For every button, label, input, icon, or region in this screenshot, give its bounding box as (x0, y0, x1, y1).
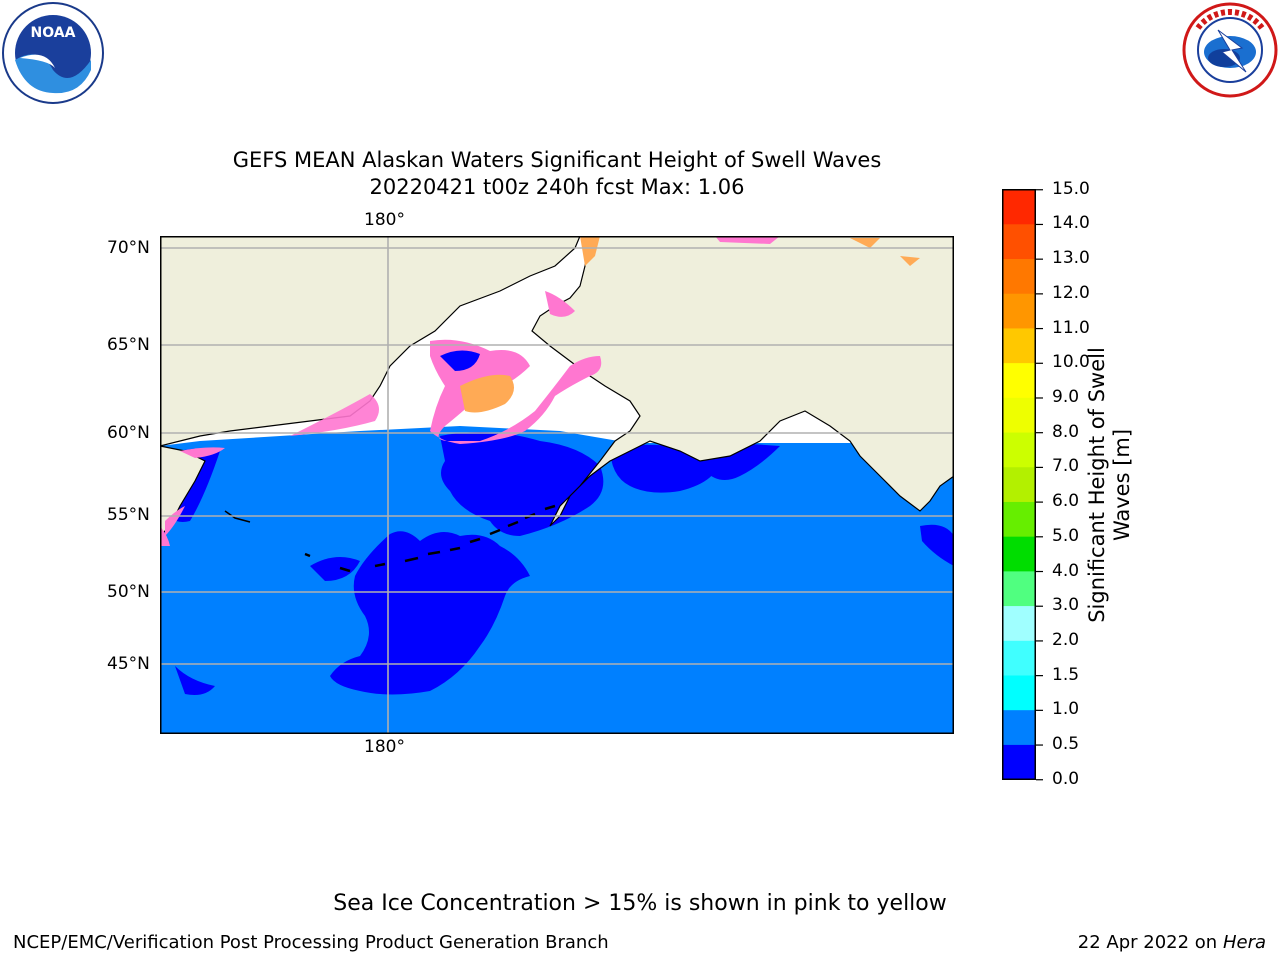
lat-label-65: 65°N (107, 335, 150, 355)
colorbar-tick-label: 3.0 (1052, 595, 1080, 616)
colorbar-bin (1002, 189, 1036, 225)
colorbar-tick-label: 7.0 (1052, 456, 1080, 477)
colorbar-bin (1002, 709, 1036, 745)
colorbar-tick-label: 14.0 (1052, 213, 1090, 234)
colorbar-bin (1002, 536, 1036, 572)
low-swell-aleutian-south (330, 531, 530, 695)
footer-right: 22 Apr 2022 on Hera (1077, 932, 1266, 953)
colorbar (1002, 189, 1036, 780)
land-alaska (531, 236, 954, 527)
colorbar-tick-label: 15.0 (1052, 178, 1090, 199)
colorbar-tick-label: 0.5 (1052, 734, 1080, 755)
colorbar-tick-label: 1.0 (1052, 699, 1080, 720)
colorbar-bin (1002, 223, 1036, 260)
colorbar-tick-label: 13.0 (1052, 248, 1090, 269)
lat-label-55: 55°N (107, 505, 150, 525)
colorbar-tick-label: 11.0 (1052, 317, 1090, 338)
nws-logo (1180, 0, 1280, 100)
sea-ice-note: Sea Ice Concentration > 15% is shown in … (333, 891, 947, 916)
lat-label-45: 45°N (107, 654, 150, 674)
lat-label-70: 70°N (107, 238, 150, 258)
colorbar-bin (1002, 293, 1036, 329)
graticule (160, 236, 954, 734)
colorbar-tick-label: 2.0 (1052, 629, 1080, 650)
map-subtitle: 20220421 t00z 240h fcst Max: 1.06 (369, 175, 745, 199)
footer-left: NCEP/EMC/Verification Post Processing Pr… (13, 932, 609, 953)
map-title: GEFS MEAN Alaskan Waters Significant Hei… (232, 148, 882, 172)
colorbar-bin (1002, 397, 1036, 433)
noaa-logo: NOAA (0, 0, 106, 106)
colorbar-label: Significant Height of Swell Waves [m] (1085, 347, 1134, 623)
swell-map (160, 236, 954, 734)
colorbar-bin (1002, 570, 1036, 607)
colorbar-bin (1002, 258, 1036, 294)
lat-label-60: 60°N (107, 423, 150, 443)
colorbar-bin (1002, 362, 1036, 398)
colorbar-tick-label: 8.0 (1052, 421, 1080, 442)
colorbar-bin (1002, 501, 1036, 537)
colorbar-tick-label: 0.0 (1052, 768, 1080, 789)
colorbar-bin (1002, 327, 1036, 364)
colorbar-bin (1002, 640, 1036, 676)
noaa-logo-text: NOAA (31, 25, 76, 41)
colorbar-tick-label: 6.0 (1052, 491, 1080, 512)
lon-label-top: 180° (364, 210, 405, 230)
colorbar-tick-label: 10.0 (1052, 352, 1090, 373)
colorbar-tick-label: 12.0 (1052, 282, 1090, 303)
colorbar-tick-label: 9.0 (1052, 386, 1080, 407)
colorbar-tick-label: 4.0 (1052, 560, 1080, 581)
lon-label-bottom: 180° (364, 737, 405, 757)
land-chukotka (160, 236, 581, 447)
colorbar-tick-label: 5.0 (1052, 525, 1080, 546)
colorbar-bin (1002, 431, 1036, 468)
colorbar-bin (1002, 744, 1036, 780)
colorbar-bin (1002, 605, 1036, 641)
colorbar-bin (1002, 674, 1036, 711)
lat-label-50: 50°N (107, 582, 150, 602)
colorbar-bin (1002, 466, 1036, 502)
colorbar-tick-label: 1.5 (1052, 664, 1080, 685)
sea-ice-bering (430, 339, 602, 444)
